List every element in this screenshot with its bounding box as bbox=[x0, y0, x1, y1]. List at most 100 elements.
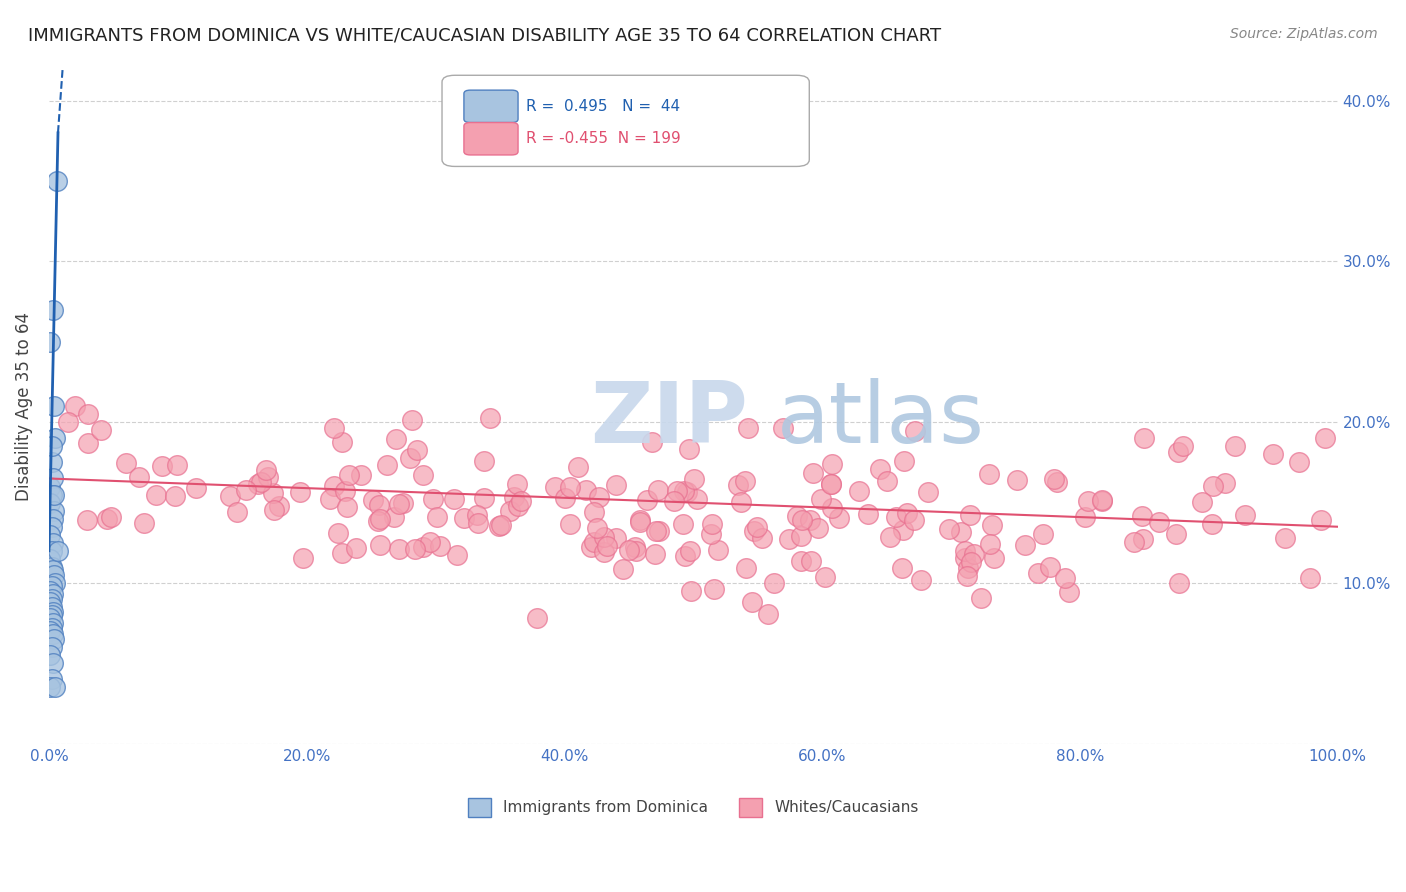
Point bbox=[165, 489, 187, 503]
Point bbox=[820, 477, 842, 491]
Point bbox=[506, 477, 529, 491]
Point bbox=[269, 499, 291, 513]
Point bbox=[385, 432, 408, 446]
Point bbox=[39, 624, 62, 639]
Point bbox=[128, 470, 150, 484]
Point bbox=[1202, 479, 1225, 493]
Point bbox=[904, 424, 927, 438]
Point bbox=[801, 467, 824, 481]
Point bbox=[76, 436, 98, 450]
Point bbox=[42, 605, 65, 619]
Point bbox=[472, 491, 495, 505]
Point bbox=[1057, 585, 1080, 599]
Point bbox=[219, 489, 242, 503]
Point bbox=[399, 451, 422, 466]
Point bbox=[1074, 509, 1097, 524]
Point bbox=[323, 421, 346, 435]
Point bbox=[446, 548, 468, 562]
Point bbox=[506, 499, 529, 513]
Point bbox=[412, 540, 434, 554]
Point bbox=[42, 627, 65, 641]
Point bbox=[1191, 495, 1213, 509]
Point bbox=[1026, 566, 1049, 581]
Point bbox=[44, 576, 66, 591]
Text: ZIP: ZIP bbox=[591, 378, 748, 461]
Point bbox=[39, 611, 62, 625]
Point bbox=[479, 411, 502, 425]
Point bbox=[977, 467, 1000, 481]
Point bbox=[367, 498, 389, 512]
Point bbox=[114, 456, 136, 470]
Point bbox=[856, 508, 879, 522]
Point bbox=[821, 457, 844, 471]
Point bbox=[1077, 494, 1099, 508]
Point bbox=[596, 539, 619, 553]
Point bbox=[790, 529, 813, 543]
Point bbox=[336, 500, 359, 515]
Point bbox=[896, 506, 918, 520]
Point bbox=[884, 510, 907, 524]
Point bbox=[820, 477, 842, 491]
Point bbox=[673, 549, 696, 563]
Point bbox=[735, 561, 758, 575]
Point bbox=[790, 554, 813, 568]
Point bbox=[592, 530, 614, 544]
Point bbox=[422, 491, 444, 506]
Point bbox=[39, 681, 62, 695]
Point bbox=[42, 616, 65, 631]
Point bbox=[39, 334, 62, 349]
Point bbox=[429, 539, 451, 553]
Point bbox=[76, 513, 98, 527]
Y-axis label: Disability Age 35 to 64: Disability Age 35 to 64 bbox=[15, 311, 32, 500]
Text: R =  0.495   N =  44: R = 0.495 N = 44 bbox=[526, 99, 681, 114]
Point bbox=[737, 420, 759, 434]
Point bbox=[938, 522, 960, 536]
Point bbox=[465, 508, 488, 523]
Text: Source: ZipAtlas.com: Source: ZipAtlas.com bbox=[1230, 27, 1378, 41]
Point bbox=[672, 517, 695, 532]
Point bbox=[96, 512, 118, 526]
Point bbox=[489, 518, 512, 533]
Point bbox=[891, 560, 914, 574]
Point bbox=[1043, 472, 1066, 486]
Point bbox=[959, 508, 981, 522]
Point bbox=[679, 584, 702, 599]
Point bbox=[41, 487, 63, 501]
Point bbox=[1032, 527, 1054, 541]
Point bbox=[42, 471, 65, 485]
Point bbox=[1201, 516, 1223, 531]
Point bbox=[666, 484, 689, 499]
Point bbox=[499, 504, 522, 518]
Point bbox=[323, 479, 346, 493]
Point bbox=[41, 519, 63, 533]
Point bbox=[42, 568, 65, 582]
Point bbox=[848, 483, 870, 498]
Point bbox=[443, 491, 465, 506]
Point bbox=[412, 468, 434, 483]
Point bbox=[45, 174, 67, 188]
Point bbox=[42, 399, 65, 413]
Point bbox=[763, 576, 786, 591]
Point bbox=[319, 492, 342, 507]
Point bbox=[645, 524, 668, 538]
Point bbox=[41, 621, 63, 635]
Point bbox=[42, 657, 65, 671]
Point bbox=[41, 673, 63, 687]
FancyBboxPatch shape bbox=[464, 122, 517, 155]
Point bbox=[249, 475, 271, 489]
Point bbox=[772, 420, 794, 434]
Point bbox=[166, 458, 188, 472]
Point bbox=[953, 551, 976, 566]
Point bbox=[575, 483, 598, 497]
Point bbox=[673, 483, 696, 498]
Point bbox=[42, 536, 65, 550]
Point bbox=[1130, 509, 1153, 524]
Point bbox=[503, 490, 526, 504]
Point bbox=[810, 492, 832, 507]
Point bbox=[134, 516, 156, 530]
Point bbox=[957, 561, 980, 575]
Point bbox=[388, 542, 411, 557]
FancyBboxPatch shape bbox=[441, 75, 810, 167]
Point bbox=[876, 475, 898, 489]
Point bbox=[1007, 473, 1029, 487]
